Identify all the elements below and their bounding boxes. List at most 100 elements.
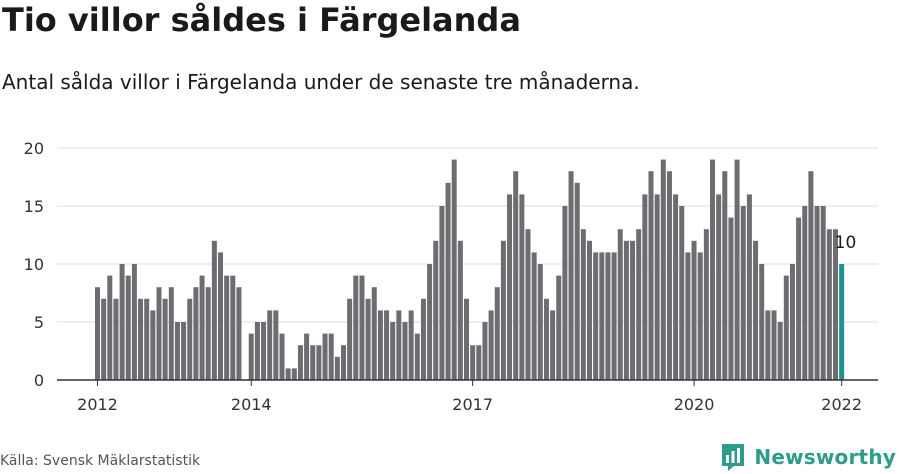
bar <box>562 206 568 380</box>
bar <box>753 240 759 380</box>
bar <box>279 333 285 380</box>
bar <box>230 275 236 380</box>
brand-logo[interactable]: Newsworthy <box>720 440 896 474</box>
bar <box>556 275 562 380</box>
bar <box>660 159 666 380</box>
bar <box>218 252 223 380</box>
bar <box>728 217 734 380</box>
bar <box>537 264 543 380</box>
bar <box>507 194 513 380</box>
bar <box>291 368 297 380</box>
bar <box>384 310 390 380</box>
bar <box>211 240 217 380</box>
bar <box>107 275 113 380</box>
bar <box>353 275 359 380</box>
bar <box>820 206 826 380</box>
bar <box>377 310 383 380</box>
bar <box>304 333 310 380</box>
bar <box>310 345 316 380</box>
bar <box>826 229 832 380</box>
bar <box>347 298 353 380</box>
bar <box>334 356 340 380</box>
bar <box>144 298 150 380</box>
bar <box>500 240 506 380</box>
x-tick-label: 2014 <box>231 395 272 414</box>
bar <box>691 240 697 380</box>
bar <box>777 322 783 380</box>
bar-chart-logo-icon <box>722 444 745 471</box>
bar <box>808 171 814 380</box>
bar <box>402 322 408 380</box>
bar <box>482 322 488 380</box>
bar <box>451 159 457 380</box>
bar <box>131 264 137 380</box>
x-tick-label: 2017 <box>452 395 493 414</box>
bar <box>224 275 230 380</box>
bar <box>365 298 371 380</box>
bar <box>666 171 672 380</box>
bar <box>789 264 795 380</box>
bar <box>494 287 500 380</box>
bar <box>420 298 426 380</box>
bar <box>390 322 396 380</box>
bar <box>734 159 740 380</box>
bar <box>359 275 365 380</box>
bar <box>599 252 605 380</box>
bar <box>636 229 642 380</box>
bar <box>488 310 494 380</box>
y-tick-label: 0 <box>34 371 44 390</box>
bar <box>765 310 771 380</box>
bar <box>187 298 193 380</box>
bar <box>457 240 463 380</box>
bar <box>273 310 279 380</box>
bar <box>316 345 322 380</box>
bar <box>605 252 611 380</box>
bar <box>470 345 476 380</box>
source-note: Källa: Svensk Mäklarstatistik <box>0 453 201 469</box>
bars <box>95 159 845 380</box>
bar <box>199 275 205 380</box>
x-axis-ticks: 2012 2014 2017 2020 2022 <box>77 380 862 414</box>
bar <box>814 206 820 380</box>
bar <box>101 298 107 380</box>
bar-chart: 0 5 10 15 20 2012 2014 2017 2020 2022 10 <box>24 139 878 414</box>
bar <box>138 298 144 380</box>
bar <box>125 275 131 380</box>
annotations: 10 <box>835 233 857 253</box>
bar <box>587 240 592 380</box>
bar <box>297 345 303 380</box>
bar <box>746 194 752 380</box>
x-tick-label: 2022 <box>821 395 862 414</box>
bar <box>716 194 722 380</box>
chart-subtitle: Antal sålda villor i Färgelanda under de… <box>2 70 640 94</box>
bar <box>611 252 617 380</box>
bar <box>285 368 291 380</box>
brand-name: Newsworthy <box>754 445 896 469</box>
y-tick-label: 20 <box>24 139 44 158</box>
y-tick-label: 15 <box>24 197 44 216</box>
bar <box>156 287 162 380</box>
bar <box>433 240 439 380</box>
bar <box>833 229 838 380</box>
bar <box>703 229 709 380</box>
bar <box>371 287 377 380</box>
bar <box>839 264 845 380</box>
bar <box>341 345 346 380</box>
bar <box>267 310 273 380</box>
bar <box>427 264 433 380</box>
bar <box>568 171 574 380</box>
bar <box>802 206 808 380</box>
bar <box>248 333 254 380</box>
bar <box>408 310 414 380</box>
bar <box>439 206 445 380</box>
bar <box>174 322 180 380</box>
data-label: 10 <box>835 233 857 253</box>
bar <box>193 287 199 380</box>
bar <box>574 182 580 380</box>
bar <box>623 240 629 380</box>
bar <box>740 206 746 380</box>
bar <box>654 194 660 380</box>
bar <box>476 345 482 380</box>
bar <box>322 333 328 380</box>
bar <box>796 217 802 380</box>
